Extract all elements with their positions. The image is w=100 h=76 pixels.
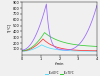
Legend: Ts=60°C, Ts=65°C, Ts=70°C, Ts=80°C: Ts=60°C, Ts=65°C, Ts=70°C, Ts=80°C	[45, 72, 74, 76]
X-axis label: t/min: t/min	[55, 62, 64, 66]
Y-axis label: T[°C]: T[°C]	[8, 24, 12, 33]
